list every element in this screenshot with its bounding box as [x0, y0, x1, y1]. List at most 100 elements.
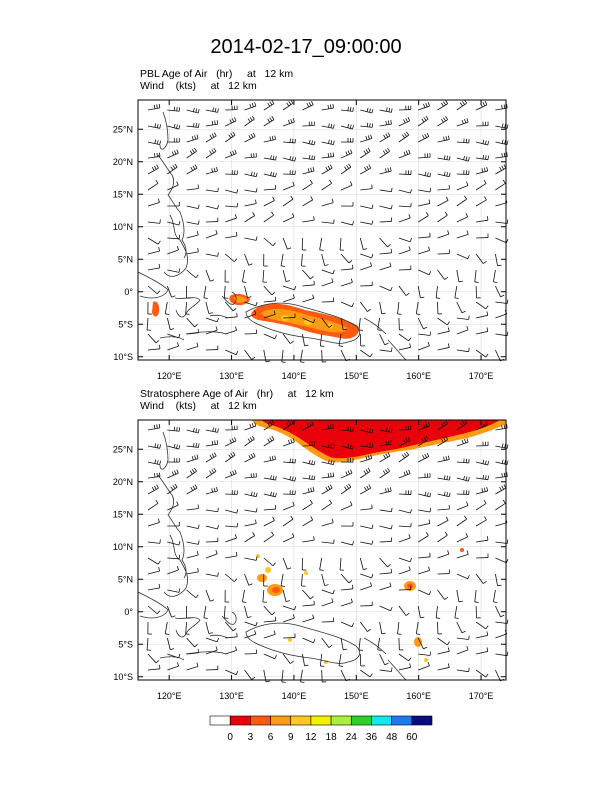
strat-spot-11 — [460, 548, 464, 552]
wind-barb-flag — [370, 134, 373, 139]
wind-barb-staff — [282, 102, 294, 111]
wind-barb — [166, 285, 176, 298]
wind-barb-staff — [321, 125, 334, 129]
wind-barb — [321, 472, 335, 479]
wind-barb-flag — [308, 102, 312, 107]
wind-barb-staff — [475, 301, 487, 310]
wind-barb-flag — [327, 485, 331, 490]
wind-barb-staff — [360, 138, 372, 143]
wind-barb-flag — [366, 427, 369, 432]
wind-barb-staff — [418, 476, 431, 479]
wind-barb-staff — [456, 349, 469, 353]
wind-barb-flag — [481, 168, 484, 173]
wind-barb-flag — [176, 566, 179, 571]
wind-barb-flag — [461, 119, 464, 124]
wind-barb — [205, 120, 219, 127]
wind-barb — [321, 518, 334, 527]
wind-barb-flag — [445, 116, 449, 120]
wind-barb-flag — [420, 296, 425, 299]
wind-barb — [437, 327, 450, 335]
wind-barb-staff — [456, 234, 469, 239]
wind-barb — [493, 589, 498, 603]
wind-barb-staff — [340, 166, 352, 175]
wind-barb-flag — [331, 198, 334, 203]
wind-barb — [244, 253, 253, 266]
wind-barb-staff — [167, 569, 179, 575]
wind-barb — [379, 452, 391, 463]
wind-barb-flag — [381, 632, 386, 635]
wind-barb-flag — [157, 240, 161, 245]
wind-barb-staff — [360, 253, 372, 259]
wind-barb-staff — [360, 525, 373, 530]
wind-barb-flag — [487, 155, 489, 160]
wind-barb-flag — [352, 541, 355, 546]
wind-barb-staff — [282, 237, 288, 250]
wind-barb-flag — [503, 472, 506, 477]
wind-barb-staff — [456, 621, 463, 634]
wind-barb — [379, 204, 393, 210]
wind-barb — [302, 600, 315, 607]
wind-barb-staff — [437, 139, 450, 143]
wind-barb-flag — [255, 556, 258, 561]
wind-barb — [262, 589, 267, 603]
wind-barb-flag — [234, 258, 238, 263]
wind-barb-flag — [290, 118, 293, 123]
wind-barb — [302, 653, 309, 667]
wind-barb-flag — [190, 166, 194, 171]
wind-barb — [282, 155, 297, 162]
wind-barb-staff — [339, 557, 342, 570]
wind-barb — [437, 116, 449, 127]
panel-pbl-frame — [137, 99, 507, 361]
wind-barb — [263, 573, 268, 587]
wind-barb-staff — [456, 141, 469, 144]
wind-barb-staff — [205, 637, 218, 643]
wind-barb-staff — [417, 215, 429, 223]
colorbar-label: 12 — [305, 732, 317, 743]
wind-barb — [340, 458, 354, 463]
wind-barb-flag — [486, 216, 489, 221]
wind-barb-flag — [445, 516, 449, 521]
wind-barb — [456, 419, 468, 431]
wind-barb — [242, 589, 247, 603]
wind-barb-staff — [340, 221, 353, 226]
wind-barb — [244, 605, 252, 619]
wind-barb — [146, 317, 152, 331]
wind-barb-staff — [456, 505, 469, 511]
wind-barb-staff — [495, 487, 507, 495]
wind-barb-staff — [418, 665, 430, 671]
wind-barb — [263, 310, 276, 319]
wind-barb-staff — [244, 349, 253, 360]
wind-barb-flag — [176, 124, 178, 129]
wind-barb — [205, 637, 219, 643]
wind-barb — [379, 147, 391, 159]
wind-barb-staff — [205, 109, 218, 113]
wind-barb — [302, 167, 315, 175]
wind-barb-staff — [302, 477, 315, 481]
wind-barb-flag — [230, 453, 234, 457]
wind-barb — [186, 550, 199, 559]
wind-barb-staff — [147, 285, 158, 295]
wind-barb-flag — [462, 421, 465, 425]
panel-strat-wind-barbs — [146, 419, 509, 683]
wind-barb — [418, 491, 432, 498]
wind-barb-flag — [250, 453, 254, 458]
wind-barb — [244, 329, 257, 335]
wind-barb-staff — [225, 330, 237, 335]
wind-barb-flag — [271, 211, 275, 216]
wind-barb — [456, 315, 470, 320]
wind-barb-staff — [225, 217, 237, 223]
wind-barb-staff — [244, 189, 257, 193]
wind-barb — [205, 467, 217, 479]
wind-barb — [147, 219, 161, 224]
wind-barb — [302, 459, 316, 466]
wind-barb-staff — [437, 589, 446, 600]
wind-barb-flag — [391, 187, 393, 192]
wind-barb-staff — [340, 109, 353, 112]
wind-barb-flag — [171, 615, 176, 618]
wind-barb-staff — [282, 185, 295, 191]
wind-barb-staff — [437, 423, 448, 431]
wind-barb-staff — [495, 522, 508, 527]
wind-barb-staff — [495, 167, 507, 175]
wind-barb-flag — [466, 646, 469, 651]
wind-barb — [437, 301, 442, 315]
